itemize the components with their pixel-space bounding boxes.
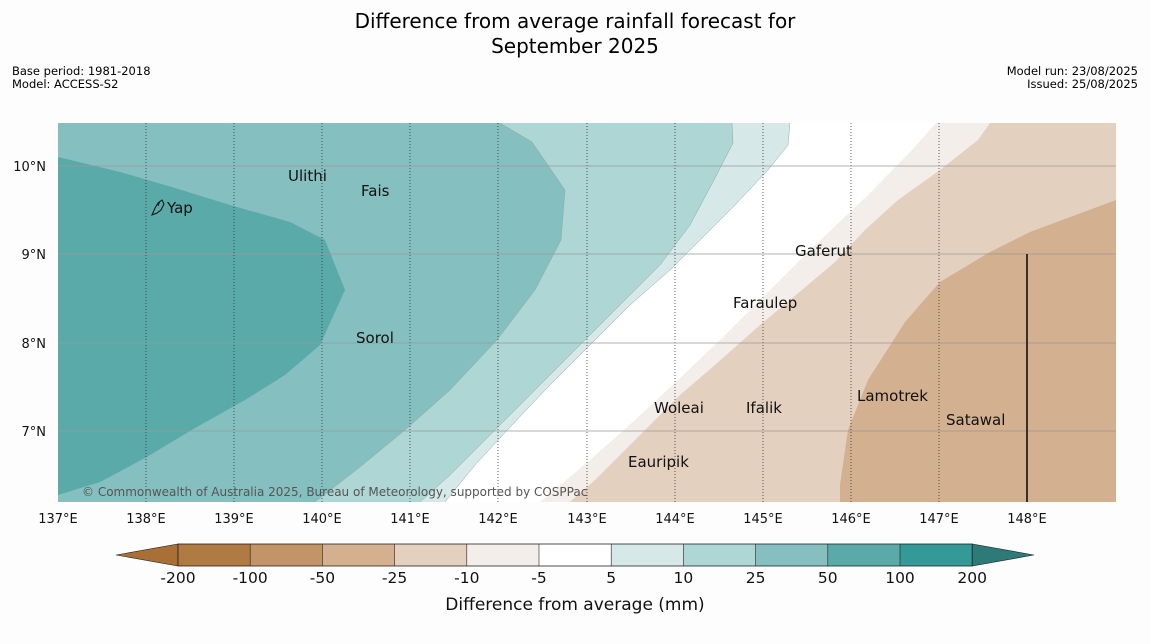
colorbar-tick-label: -50 xyxy=(310,569,335,587)
x-tick-143: 143°E xyxy=(567,512,607,527)
colorbar-extend-high xyxy=(971,543,1035,567)
colorbar-segment xyxy=(683,544,756,566)
colorbar-tick-label: 200 xyxy=(957,569,987,587)
x-tick-139: 139°E xyxy=(214,512,254,527)
colorbar-tick-label: -5 xyxy=(531,569,546,587)
x-tick-147: 147°E xyxy=(919,512,959,527)
place-woleai: Woleai xyxy=(654,399,704,417)
place-yap: Yap xyxy=(166,199,193,217)
x-tick-137: 137°E xyxy=(38,512,78,527)
colorbar-title: Difference from average (mm) xyxy=(445,595,704,615)
place-satawal: Satawal xyxy=(946,411,1005,429)
place-labels: Ulithi Fais Yap Gaferut Faraulep Sorol L… xyxy=(166,167,1005,471)
issued-date: Issued: 25/08/2025 xyxy=(1027,77,1138,91)
copyright-credit: © Commonwealth of Australia 2025, Bureau… xyxy=(82,485,587,499)
place-ulithi: Ulithi xyxy=(288,167,327,185)
y-axis-ticks: 10°N 9°N 8°N 7°N xyxy=(13,160,46,440)
colorbar-outline xyxy=(177,543,973,567)
colorbar-tick-label: 25 xyxy=(746,569,766,587)
place-faraulep: Faraulep xyxy=(733,294,797,312)
colorbar-extend-low xyxy=(115,543,179,567)
map-title: Difference from average rainfall forecas… xyxy=(0,9,1150,59)
colorbar: -200 -100 -50 -25 -10 -5 5 10 25 50 100 200 xyxy=(115,543,1035,587)
title-line-1: Difference from average rainfall forecas… xyxy=(354,9,796,33)
meta-left: Base period: 1981-2018 Model: ACCESS-S2 xyxy=(12,65,151,91)
colorbar-segment xyxy=(900,544,973,566)
y-tick-8n: 8°N xyxy=(22,337,47,352)
place-sorol: Sorol xyxy=(356,329,394,347)
y-tick-9n: 9°N xyxy=(22,248,47,263)
place-lamotrek: Lamotrek xyxy=(857,387,928,405)
colorbar-segment xyxy=(755,544,828,566)
colorbar-segment xyxy=(250,544,323,566)
model-run: Model run: 23/08/2025 xyxy=(1006,64,1138,78)
colorbar-segment xyxy=(827,544,900,566)
title-line-2: September 2025 xyxy=(491,34,659,58)
place-eauripik: Eauripik xyxy=(628,453,689,471)
yap-island-shape xyxy=(151,199,165,216)
y-tick-10n: 10°N xyxy=(13,160,46,175)
place-fais: Fais xyxy=(361,182,390,200)
colorbar-segment xyxy=(466,544,539,566)
colorbar-segment xyxy=(322,544,395,566)
map-area xyxy=(58,123,1116,502)
colorbar-tick-label: -200 xyxy=(160,569,195,587)
colorbar-tick-label: 10 xyxy=(674,569,694,587)
x-tick-142: 142°E xyxy=(478,512,518,527)
colorbar-segment xyxy=(539,544,612,566)
colorbar-segment xyxy=(394,544,467,566)
colorbar-tick-label: 5 xyxy=(606,569,616,587)
meta-right: Model run: 23/08/2025 Issued: 25/08/2025 xyxy=(1007,65,1138,91)
colorbar-tick-label: -10 xyxy=(454,569,479,587)
base-period: Base period: 1981-2018 xyxy=(12,64,151,78)
colorbar-segment xyxy=(178,544,251,566)
model-name: Model: ACCESS-S2 xyxy=(12,77,119,91)
latitude-gridlines xyxy=(58,165,1116,432)
x-tick-141: 141°E xyxy=(390,512,430,527)
x-tick-145: 145°E xyxy=(743,512,783,527)
x-axis-ticks: 137°E 138°E 139°E 140°E 141°E 142°E 143°… xyxy=(38,512,1047,527)
colorbar-tick-label: -100 xyxy=(233,569,268,587)
y-tick-7n: 7°N xyxy=(22,425,47,440)
x-tick-138: 138°E xyxy=(126,512,166,527)
colorbar-segment xyxy=(611,544,684,566)
zone-minus50 xyxy=(840,200,1116,502)
colorbar-tick-label: -25 xyxy=(382,569,407,587)
place-gaferut: Gaferut xyxy=(795,242,852,260)
x-tick-146: 146°E xyxy=(831,512,871,527)
zone-plus50 xyxy=(58,157,345,495)
x-tick-140: 140°E xyxy=(302,512,342,527)
longitude-gridlines xyxy=(145,123,940,502)
place-ifalik: Ifalik xyxy=(746,399,782,417)
x-tick-148: 148°E xyxy=(1007,512,1047,527)
colorbar-tick-label: 100 xyxy=(885,569,915,587)
x-tick-144: 144°E xyxy=(655,512,695,527)
colorbar-tick-label: 50 xyxy=(818,569,838,587)
